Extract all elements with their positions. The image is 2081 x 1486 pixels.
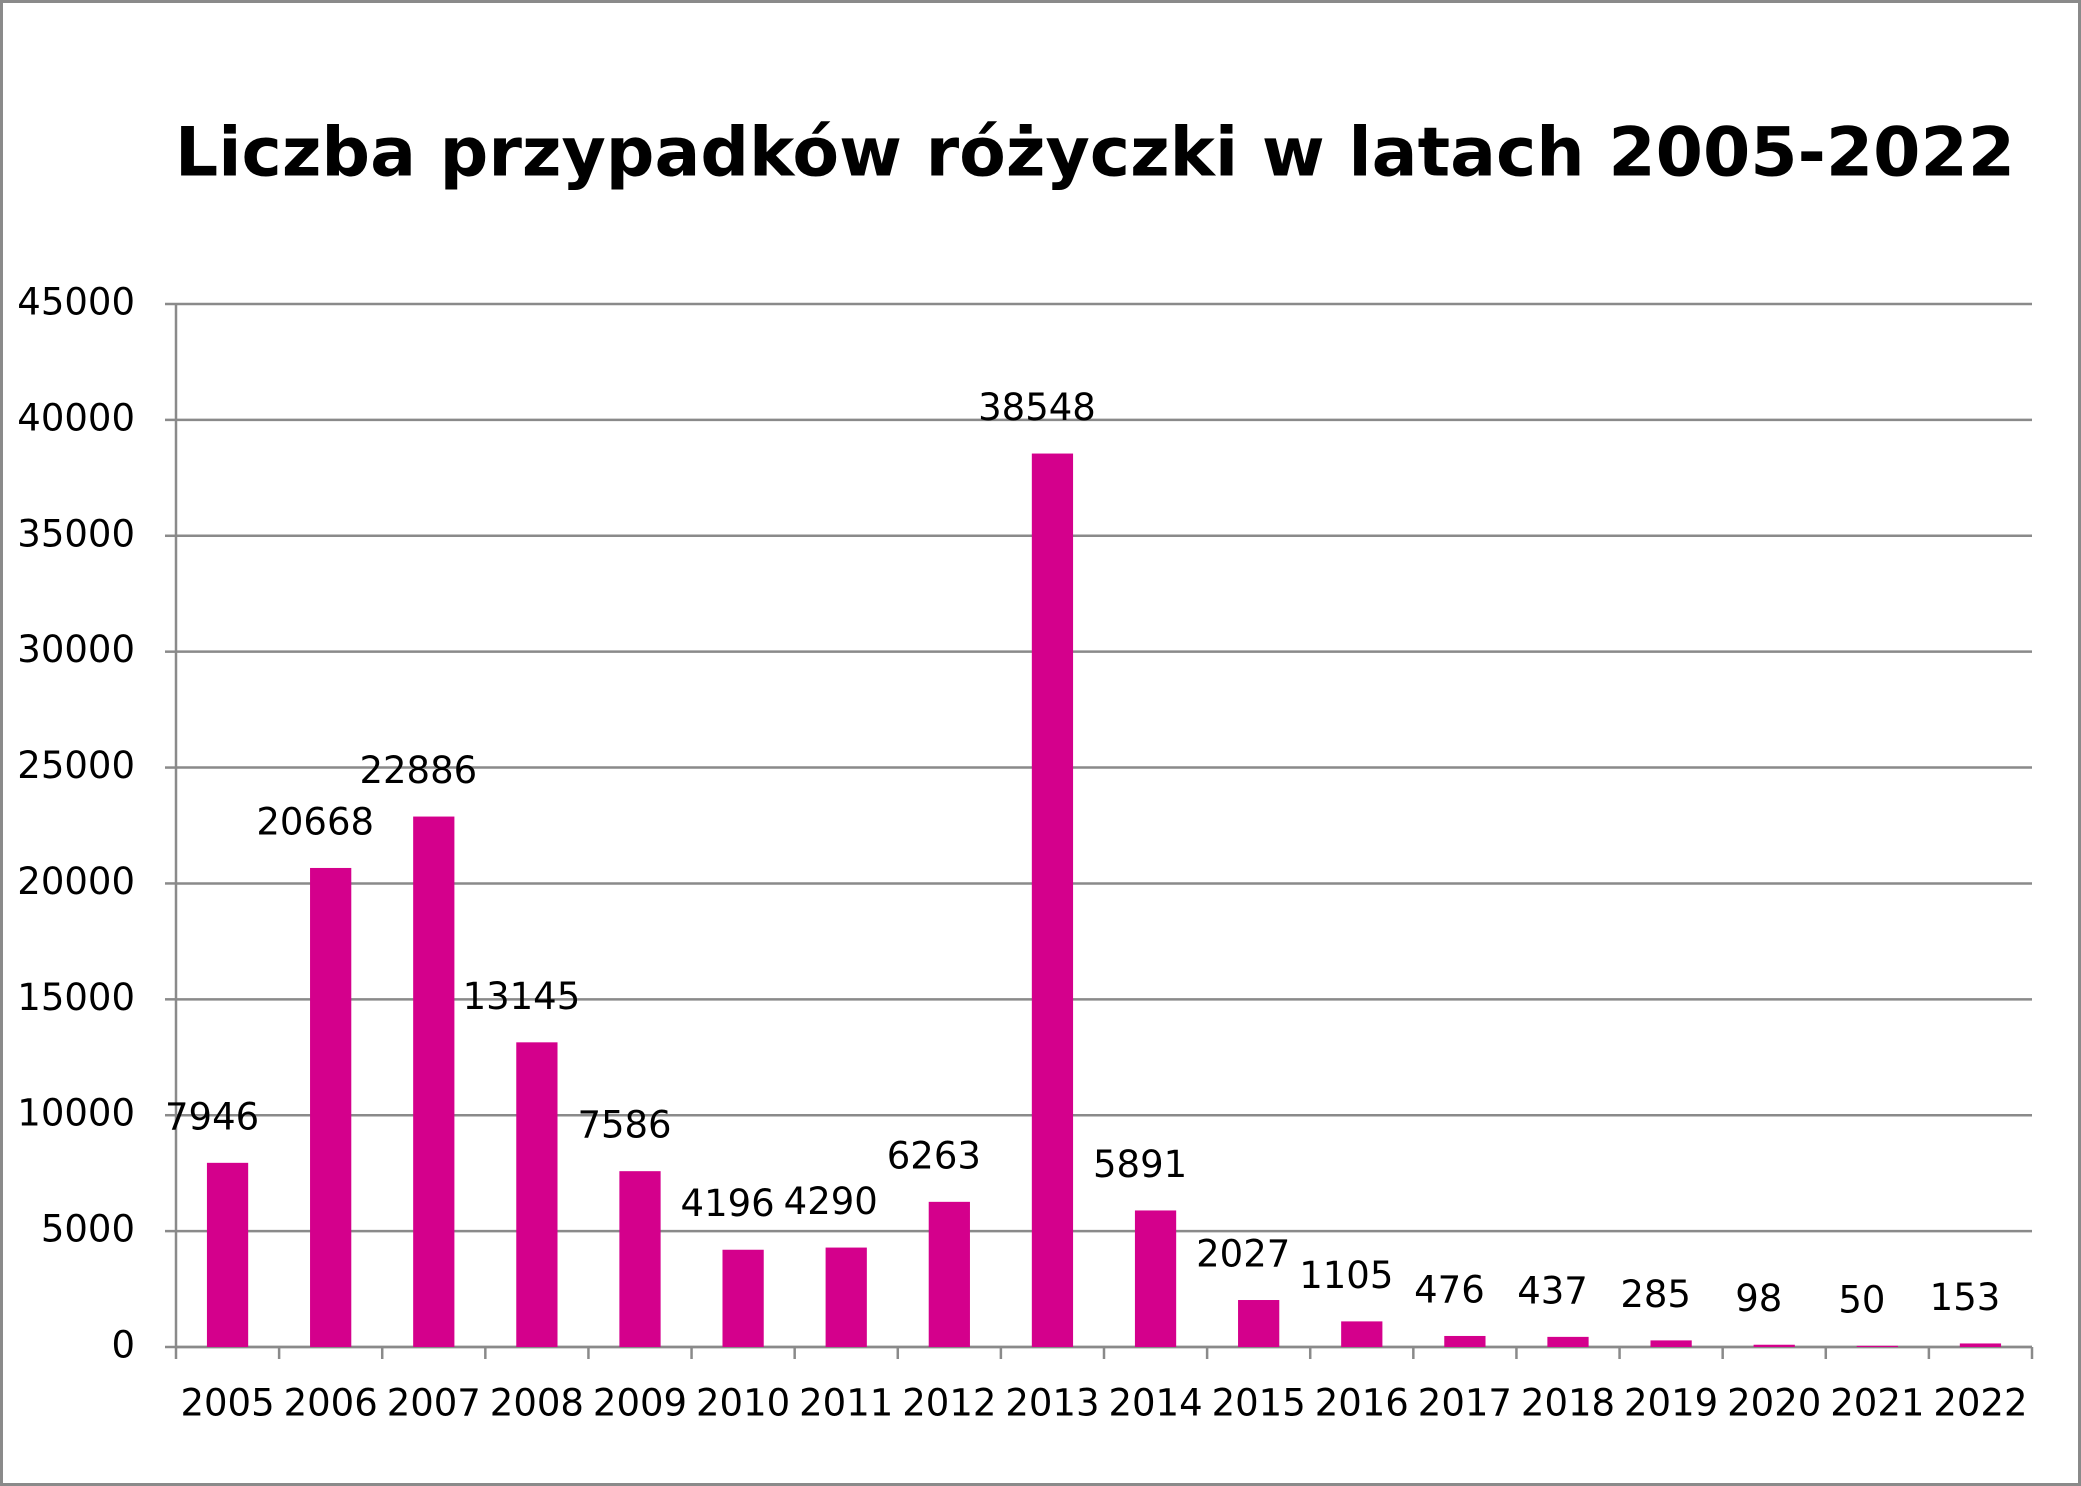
bar	[1134, 1210, 1177, 1347]
data-label: 1105	[1299, 1254, 1393, 1297]
data-label: 2027	[1196, 1233, 1290, 1276]
bar	[310, 867, 352, 1347]
x-tick-label: 2019	[1624, 1382, 1718, 1425]
data-label: 4290	[784, 1180, 878, 1223]
bar	[619, 1171, 661, 1347]
y-tick-label: 15000	[17, 976, 135, 1019]
x-tick-label: 2020	[1727, 1382, 1821, 1425]
x-tick-label: 2014	[1108, 1382, 1202, 1425]
data-label: 50	[1838, 1278, 1885, 1321]
bar	[825, 1247, 867, 1347]
x-tick-label: 2016	[1315, 1382, 1409, 1425]
x-tick-label: 2008	[490, 1382, 584, 1425]
bar	[1856, 1345, 1898, 1347]
x-tick-label: 2007	[387, 1382, 481, 1425]
bar	[1238, 1300, 1280, 1347]
y-tick-label: 30000	[17, 628, 135, 671]
x-tick-label: 2011	[799, 1382, 893, 1425]
data-label: 22886	[359, 749, 477, 792]
data-label: 437	[1517, 1269, 1588, 1312]
x-tick-label: 2012	[902, 1382, 996, 1425]
data-label: 5891	[1093, 1143, 1187, 1186]
x-tick-label: 2022	[1933, 1382, 2027, 1425]
data-label: 285	[1620, 1273, 1691, 1316]
data-label: 20668	[256, 800, 374, 843]
y-tick-label: 20000	[17, 860, 135, 903]
data-label: 476	[1414, 1268, 1485, 1311]
bar	[413, 816, 455, 1347]
bar	[1547, 1336, 1589, 1347]
data-label: 38548	[978, 386, 1096, 429]
chart-title: Liczba przypadków różyczki w latach 2005…	[175, 114, 2015, 193]
bar	[1031, 453, 1074, 1347]
bar	[1753, 1344, 1795, 1347]
x-tick-label: 2013	[1005, 1382, 1099, 1425]
x-tick-label: 2005	[180, 1382, 274, 1425]
bar	[516, 1042, 558, 1347]
bar	[1959, 1343, 2002, 1347]
data-label: 98	[1735, 1277, 1782, 1320]
data-label: 6263	[887, 1134, 981, 1177]
data-label: 13145	[463, 975, 581, 1018]
bar	[1444, 1335, 1486, 1347]
bar	[928, 1201, 970, 1347]
y-tick-label: 10000	[17, 1092, 135, 1135]
x-tick-label: 2010	[696, 1382, 790, 1425]
y-tick-label: 40000	[17, 396, 135, 439]
x-tick-label: 2018	[1521, 1382, 1615, 1425]
x-tick-label: 2009	[593, 1382, 687, 1425]
data-label: 4196	[681, 1182, 775, 1225]
x-tick-label: 2021	[1830, 1382, 1924, 1425]
bar	[1341, 1321, 1383, 1347]
data-label: 7946	[165, 1095, 259, 1138]
y-tick-label: 0	[111, 1324, 135, 1367]
x-tick-label: 2017	[1418, 1382, 1512, 1425]
bar	[722, 1249, 764, 1347]
bar	[206, 1162, 249, 1347]
y-tick-label: 45000	[17, 281, 135, 324]
y-tick-label: 25000	[17, 744, 135, 787]
data-label: 153	[1930, 1276, 2001, 1319]
bar	[1650, 1340, 1692, 1347]
data-label: 7586	[577, 1104, 671, 1147]
y-tick-label: 35000	[17, 512, 135, 555]
x-tick-label: 2015	[1212, 1382, 1306, 1425]
x-tick-label: 2006	[284, 1382, 378, 1425]
y-tick-label: 5000	[41, 1208, 135, 1251]
